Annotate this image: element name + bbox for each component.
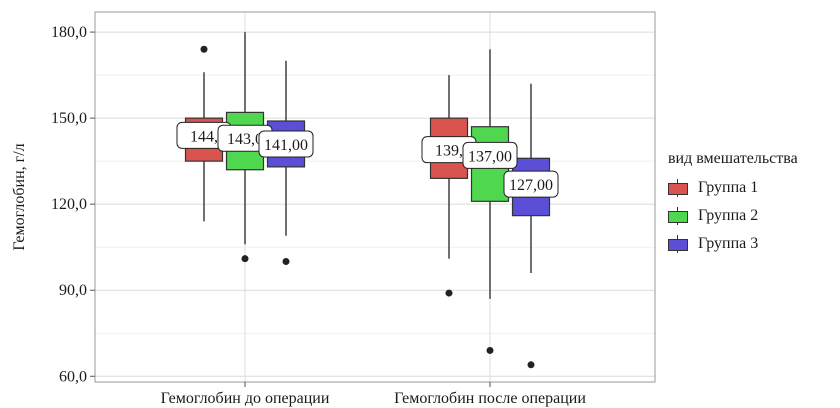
- median-label: 137,00: [462, 141, 518, 169]
- median-label-text: 137,00: [468, 148, 512, 165]
- legend-key-group-3: [668, 235, 688, 253]
- box-3-1: [266, 60, 306, 266]
- legend-key-group-1: [668, 179, 688, 197]
- median-label-text: 139,: [435, 143, 463, 160]
- median-label-text: 127,00: [509, 177, 553, 194]
- box-3-2: [511, 83, 551, 369]
- legend-label: Группа 3: [698, 235, 759, 252]
- median-label-box: [503, 170, 559, 198]
- median-label-text: 143,0: [227, 131, 263, 148]
- legend-item-group-3: Группа 3: [668, 230, 840, 258]
- median-label: 127,00: [503, 170, 559, 198]
- median-label: 141,00: [258, 130, 314, 158]
- y-axis: 60,0 90,0 120,0 150,0 180,0: [51, 24, 95, 385]
- median-label-text: 144,: [190, 128, 218, 145]
- y-tick-label: 90,0: [59, 282, 87, 299]
- outlier-point: [445, 289, 453, 297]
- box-1-2: [429, 75, 469, 297]
- legend-label: Группа 2: [698, 207, 759, 224]
- legend-title: вид вмешательства: [668, 150, 798, 167]
- legend-label: Группа 1: [698, 179, 759, 196]
- legend-key-group-2: [668, 207, 688, 225]
- y-tick-label: 120,0: [51, 196, 87, 213]
- outlier-point: [282, 258, 290, 266]
- legend-item-group-2: Группа 2: [668, 202, 840, 230]
- y-tick-label: 60,0: [59, 368, 87, 385]
- legend: вид вмешательства Группа 1 Группа 2 Груп…: [668, 150, 840, 258]
- x-tick-label: Гемоглобин после операции: [394, 390, 586, 407]
- y-tick-label: 150,0: [51, 110, 87, 127]
- outlier-point: [486, 346, 494, 354]
- median-label-text: 141,00: [264, 137, 308, 154]
- y-axis-label: Гемоглобин, г/л: [11, 143, 28, 250]
- outlier-point: [241, 255, 249, 263]
- outlier-point: [200, 45, 208, 53]
- median-labels: 144, 139, 143,0 137,00 141,00 127,00: [176, 121, 559, 198]
- boxes: [184, 32, 551, 369]
- legend-item-group-1: Группа 1: [668, 174, 840, 202]
- median-label-box: [462, 141, 518, 169]
- median-label-box: [258, 130, 314, 158]
- x-axis: Гемоглобин до операции Гемоглобин после о…: [161, 382, 586, 407]
- outlier-point: [527, 361, 535, 369]
- y-tick-label: 180,0: [51, 24, 87, 41]
- grid: [95, 12, 655, 382]
- plot-frame: [94, 11, 656, 383]
- x-tick-label: Гемоглобин до операции: [161, 390, 330, 407]
